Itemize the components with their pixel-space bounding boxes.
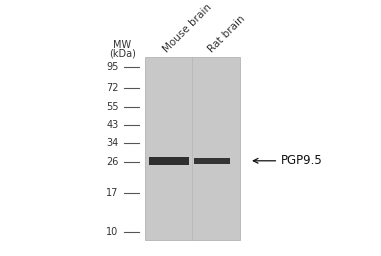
Text: PGP9.5: PGP9.5 xyxy=(253,154,323,167)
Text: (kDa): (kDa) xyxy=(109,49,136,59)
Text: 55: 55 xyxy=(106,102,118,112)
Text: Mouse brain: Mouse brain xyxy=(162,2,214,55)
Text: MW: MW xyxy=(114,40,131,50)
Text: Rat brain: Rat brain xyxy=(206,14,247,55)
Text: 43: 43 xyxy=(106,120,118,130)
Bar xyxy=(149,157,189,165)
Bar xyxy=(194,157,230,164)
Text: 34: 34 xyxy=(106,137,118,148)
Text: 17: 17 xyxy=(106,188,118,198)
Bar xyxy=(145,57,240,240)
Text: 10: 10 xyxy=(106,227,118,237)
Text: 72: 72 xyxy=(106,83,118,93)
Text: 26: 26 xyxy=(106,157,118,167)
Text: 95: 95 xyxy=(106,62,118,72)
